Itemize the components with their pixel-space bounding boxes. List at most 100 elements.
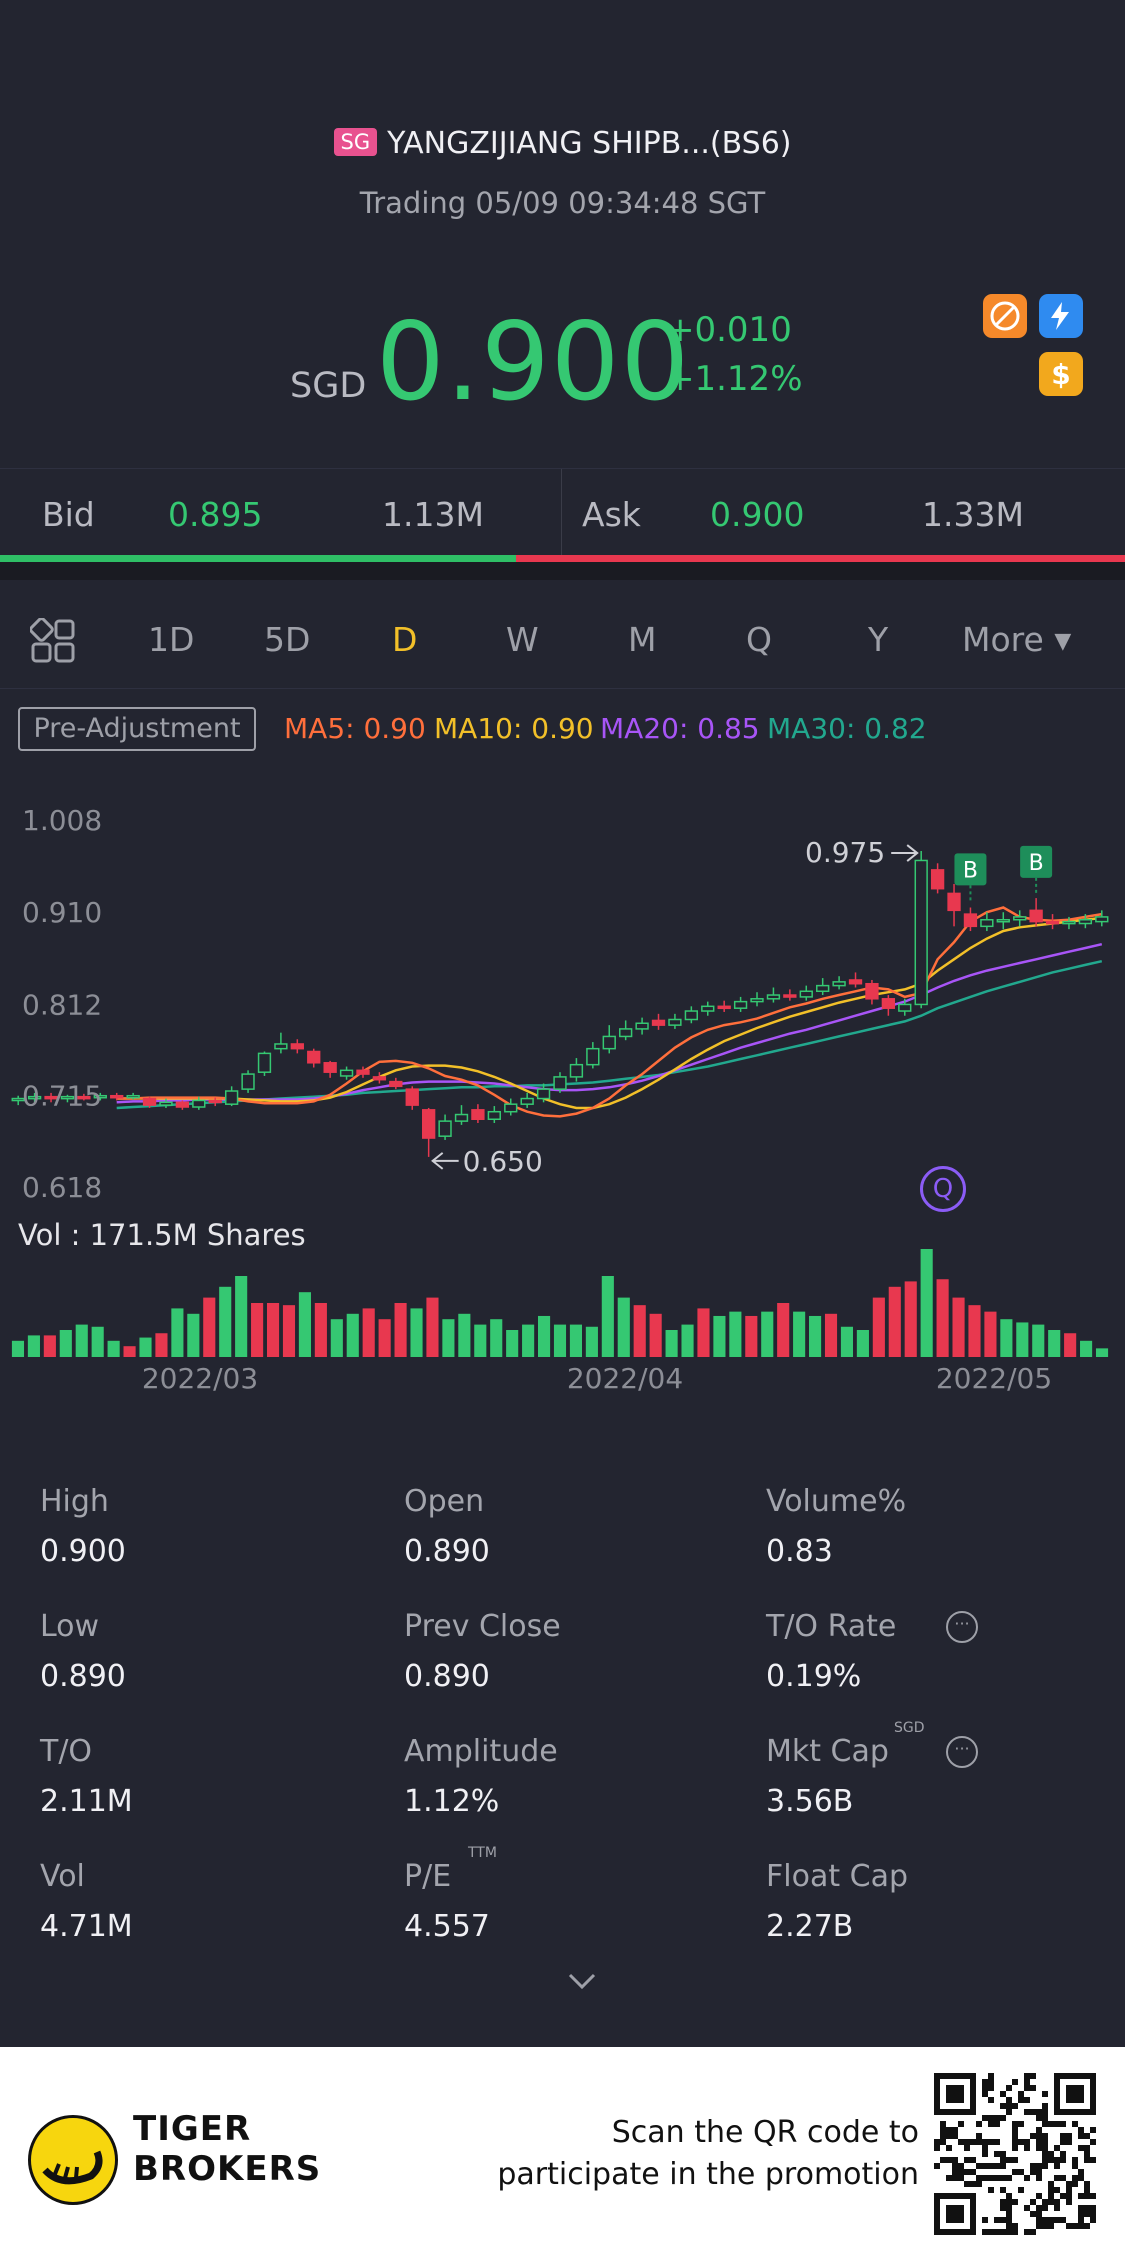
- qr-module: [1084, 2145, 1090, 2151]
- candle: [159, 1101, 173, 1106]
- volume-bar: [761, 1311, 774, 1357]
- stat-label: P/E: [404, 1859, 452, 1894]
- qr-module: [1000, 2115, 1006, 2121]
- stat-value: 1.12%: [404, 1784, 500, 1819]
- candlestick-chart[interactable]: 0.975 0.650 B B 1.008 0.910 0.812 0.715 0.618 2…: [0, 780, 1125, 1400]
- volume-bar: [219, 1286, 232, 1357]
- qr-module: [1006, 2157, 1012, 2163]
- qr-module: [1042, 2139, 1048, 2145]
- volume-bar: [1048, 1330, 1061, 1357]
- candle: [389, 1080, 403, 1088]
- qr-module: [1030, 2169, 1036, 2175]
- qr-module: [1006, 2205, 1012, 2211]
- qr-module: [1000, 2229, 1006, 2235]
- tab-y[interactable]: Y: [868, 620, 889, 659]
- tiger-logo-icon: [28, 2115, 118, 2205]
- volume-bar: [633, 1305, 646, 1357]
- volume-bar: [187, 1313, 200, 1357]
- candle: [77, 1095, 91, 1100]
- quarterly-report-marker-icon[interactable]: Q: [920, 1166, 966, 1212]
- qr-module: [946, 2175, 952, 2181]
- qr-module: [1006, 2085, 1012, 2091]
- buy-marker: [1020, 845, 1053, 878]
- qr-finder: [946, 2205, 964, 2223]
- candle: [487, 1110, 501, 1120]
- qr-module: [970, 2169, 976, 2175]
- volume-bar: [840, 1326, 854, 1357]
- volume-bar: [585, 1326, 598, 1357]
- no-margin-icon[interactable]: [983, 294, 1027, 338]
- dollar-icon[interactable]: $: [1039, 352, 1083, 396]
- y-tick-label: 0.715: [22, 1080, 102, 1113]
- y-tick-label: 1.008: [22, 804, 102, 837]
- qr-module: [952, 2157, 958, 2163]
- stat-value: 0.890: [40, 1659, 126, 1694]
- tab-q[interactable]: Q: [746, 620, 772, 659]
- qr-module: [988, 2121, 994, 2127]
- qr-module: [1090, 2127, 1096, 2133]
- volume-bar: [824, 1313, 838, 1357]
- volume-bar: [171, 1308, 184, 1357]
- qr-module: [1054, 2199, 1060, 2205]
- buy-marker-label: B: [1029, 851, 1044, 876]
- qr-module: [946, 2133, 952, 2139]
- candle: [421, 1109, 436, 1139]
- candle: [372, 1076, 387, 1081]
- volume-bar: [394, 1303, 407, 1357]
- volume-bar: [888, 1286, 901, 1357]
- qr-module: [1042, 2115, 1048, 2121]
- qr-module: [1048, 2199, 1054, 2205]
- tab-d[interactable]: D: [392, 620, 418, 659]
- qr-module: [964, 2145, 970, 2151]
- qr-module: [934, 2163, 940, 2169]
- stat-value: 3.56B: [766, 1784, 854, 1819]
- qr-module: [1078, 2193, 1084, 2199]
- y-tick-label: 0.812: [22, 988, 102, 1021]
- qr-module: [994, 2229, 1000, 2235]
- volume-bar: [697, 1308, 710, 1357]
- tab-w[interactable]: W: [506, 620, 539, 659]
- candle: [1095, 916, 1109, 923]
- pre-adjustment-button[interactable]: Pre-Adjustment: [18, 707, 256, 751]
- qr-module: [1060, 2151, 1066, 2157]
- promo-line2: participate in the promotion: [497, 2157, 919, 2192]
- ask-label: Ask: [582, 495, 641, 534]
- qr-module: [940, 2139, 946, 2145]
- qr-module: [946, 2127, 952, 2133]
- tab-m[interactable]: M: [628, 620, 657, 659]
- qr-module: [1078, 2127, 1084, 2133]
- grid-layout-icon[interactable]: [29, 617, 76, 668]
- qr-module: [946, 2157, 952, 2163]
- qr-module: [994, 2115, 1000, 2121]
- stat-label: T/O Rate: [766, 1609, 897, 1644]
- qr-module: [982, 2217, 988, 2223]
- qr-module: [1012, 2169, 1018, 2175]
- candle: [339, 1069, 354, 1077]
- tab-5d[interactable]: 5D: [264, 620, 311, 659]
- qr-module: [1000, 2163, 1006, 2169]
- tab-1d[interactable]: 1D: [148, 620, 195, 659]
- candle: [126, 1094, 140, 1099]
- qr-module: [1036, 2217, 1042, 2223]
- qr-module: [1030, 2229, 1036, 2235]
- qr-module: [1036, 2169, 1042, 2175]
- more-info-icon[interactable]: ···: [946, 1736, 978, 1768]
- qr-module: [1036, 2163, 1042, 2169]
- lightning-1-icon[interactable]: [1039, 294, 1083, 338]
- qr-module: [1012, 2229, 1018, 2235]
- qr-code-icon[interactable]: [934, 2073, 1096, 2235]
- volume-bar: [282, 1305, 296, 1357]
- more-dropdown[interactable]: More ▼: [962, 620, 1071, 659]
- qr-module: [1084, 2193, 1090, 2199]
- section-divider: [0, 562, 1125, 580]
- qr-module: [1066, 2139, 1072, 2145]
- qr-module: [1072, 2181, 1078, 2187]
- qr-module: [1078, 2223, 1084, 2229]
- min-arrow-head: [431, 1152, 444, 1170]
- qr-module: [970, 2157, 976, 2163]
- candle: [142, 1097, 157, 1106]
- stock-title: SG YANGZIJIANG SHIPB...(BS6): [0, 126, 1125, 161]
- more-info-icon[interactable]: ···: [946, 1611, 978, 1643]
- expand-chevron-icon[interactable]: [566, 1970, 598, 1996]
- qr-module: [982, 2175, 988, 2181]
